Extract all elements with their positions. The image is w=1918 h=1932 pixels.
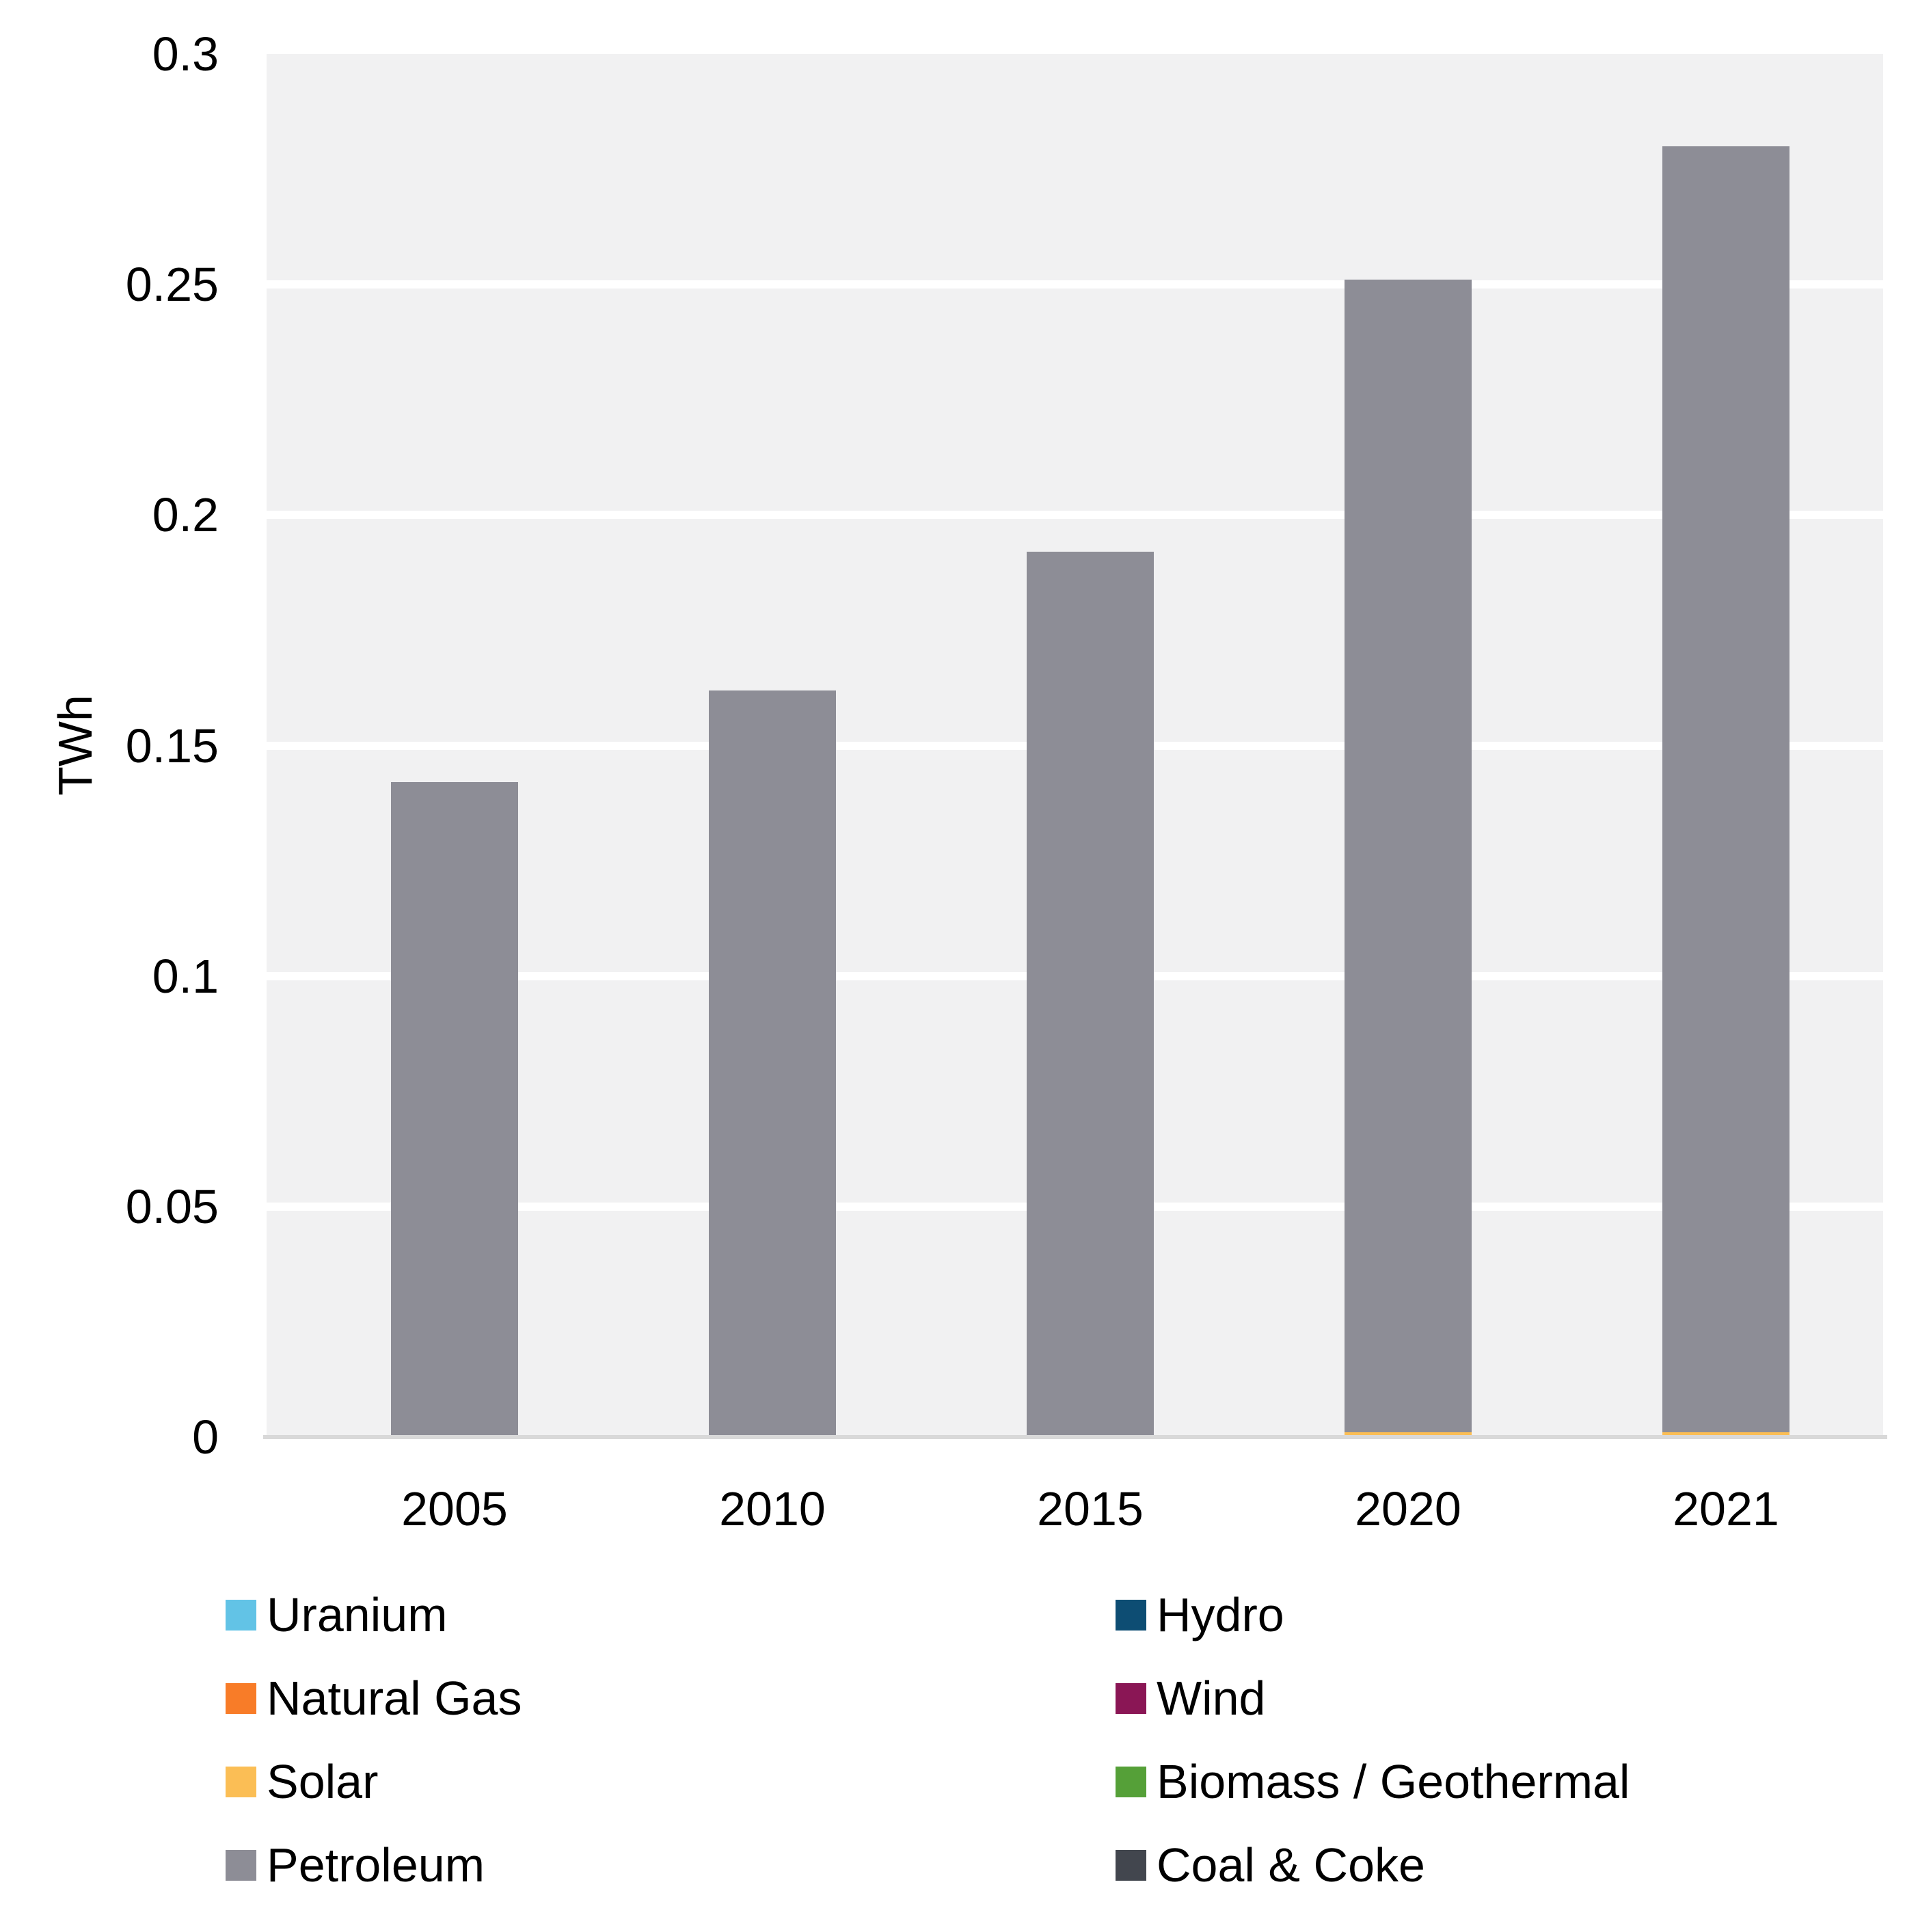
- bar-2005: [391, 782, 518, 1437]
- y-tick-label-0: 0: [192, 1410, 219, 1464]
- legend-swatch-biomass-geothermal: [1116, 1766, 1146, 1797]
- plot-area: [267, 54, 1883, 1437]
- legend-item-petroleum: Petroleum: [226, 1834, 485, 1896]
- legend-label-wind: Wind: [1157, 1672, 1266, 1725]
- x-tick-label-2015: 2015: [1037, 1482, 1144, 1535]
- legend-swatch-natural-gas: [226, 1682, 256, 1714]
- bar-2021: [1662, 146, 1789, 1437]
- y-tick-label-0.2: 0.2: [152, 488, 219, 542]
- bar-2020: [1345, 280, 1472, 1437]
- y-tick-label-0.15: 0.15: [125, 719, 219, 773]
- legend-label-natural-gas: Natural Gas: [267, 1672, 522, 1725]
- legend-swatch-petroleum: [226, 1849, 256, 1881]
- legend-item-natural-gas: Natural Gas: [226, 1667, 522, 1729]
- y-tick-label-0.1: 0.1: [152, 949, 219, 1003]
- legend-item-biomass-geothermal: Biomass / Geothermal: [1116, 1751, 1630, 1812]
- bar-segment-2005-petroleum: [391, 782, 518, 1437]
- gridline-0.2: [267, 511, 1883, 520]
- legend-item-wind: Wind: [1116, 1667, 1265, 1729]
- y-tick-label-0.05: 0.05: [125, 1179, 219, 1233]
- legend-swatch-solar: [226, 1766, 256, 1797]
- bar-segment-2010-petroleum: [709, 690, 836, 1437]
- legend-item-hydro: Hydro: [1116, 1584, 1284, 1646]
- legend-swatch-coal-coke: [1116, 1849, 1146, 1881]
- legend-label-uranium: Uranium: [267, 1588, 448, 1641]
- x-axis-line: [263, 1435, 1887, 1439]
- legend-swatch-wind: [1116, 1682, 1146, 1714]
- bar-segment-2015-petroleum: [1027, 552, 1154, 1437]
- gridline-0.25: [267, 280, 1883, 289]
- x-tick-label-2010: 2010: [719, 1482, 826, 1535]
- x-tick-label-2005: 2005: [401, 1482, 508, 1535]
- bar-segment-2020-solar: [1345, 1432, 1472, 1437]
- legend-item-solar: Solar: [226, 1751, 378, 1812]
- legend-label-petroleum: Petroleum: [267, 1838, 485, 1892]
- bar-segment-2020-petroleum: [1345, 280, 1472, 1433]
- legend-swatch-hydro: [1116, 1599, 1146, 1631]
- x-tick-label-2020: 2020: [1355, 1482, 1461, 1535]
- x-tick-label-2021: 2021: [1673, 1482, 1779, 1535]
- bar-segment-2021-petroleum: [1662, 146, 1789, 1433]
- legend-item-uranium: Uranium: [226, 1584, 448, 1646]
- legend-swatch-uranium: [226, 1599, 256, 1631]
- bar-2010: [709, 690, 836, 1437]
- legend-label-hydro: Hydro: [1157, 1588, 1284, 1641]
- legend-label-biomass-geothermal: Biomass / Geothermal: [1157, 1755, 1630, 1808]
- y-tick-label-0.3: 0.3: [152, 27, 219, 81]
- bar-segment-2021-solar: [1662, 1432, 1789, 1437]
- legend-label-solar: Solar: [267, 1755, 379, 1808]
- y-tick-label-0.25: 0.25: [125, 258, 219, 312]
- bar-2015: [1027, 552, 1154, 1437]
- legend-item-coal-coke: Coal & Coke: [1116, 1834, 1425, 1896]
- legend-label-coal-coke: Coal & Coke: [1157, 1838, 1425, 1892]
